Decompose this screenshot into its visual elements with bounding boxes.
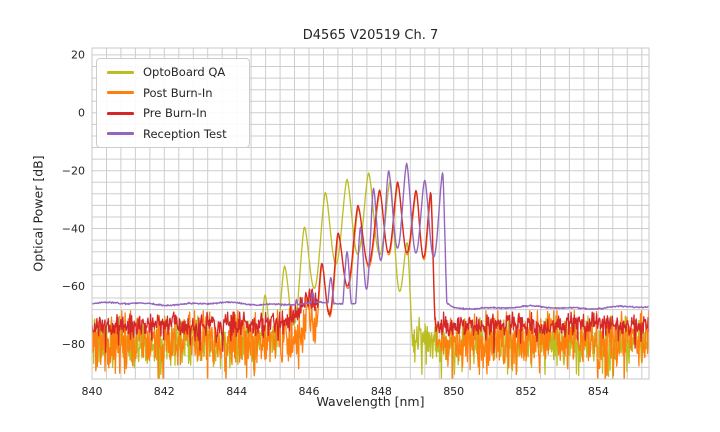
legend-line-pre-burn-in — [107, 111, 134, 115]
axes-border — [91, 47, 650, 380]
series-line-pre-burn-in — [92, 181, 649, 354]
curves — [92, 162, 649, 379]
y-tick-label: −80 — [62, 338, 85, 351]
x-axis-label: Wavelength [nm] — [316, 394, 425, 409]
x-tick-label: 850 — [443, 385, 464, 398]
x-tick-label: 844 — [226, 385, 247, 398]
y-tick-label: −20 — [62, 165, 85, 178]
legend: OptoBoard QA Post Burn-In Pre Burn-In Re… — [96, 58, 250, 148]
x-tick-label: 842 — [154, 385, 175, 398]
x-tick-label: 846 — [299, 385, 320, 398]
legend-item-optoboard-qa: OptoBoard QA — [103, 62, 243, 82]
legend-label-reception-test: Reception Test — [143, 126, 227, 141]
legend-item-pre-burn-in: Pre Burn-In — [103, 103, 243, 123]
x-tick-label: 840 — [82, 385, 103, 398]
legend-label-post-burn-in: Post Burn-In — [143, 85, 213, 100]
legend-item-post-burn-in: Post Burn-In — [103, 83, 243, 103]
legend-line-reception-test — [107, 132, 134, 136]
tick-labels: 840 842 844 846 848 850 852 854 20 0 −20 −40 −60 −80 — [62, 49, 609, 398]
legend-label-optoboard-qa: OptoBoard QA — [143, 65, 226, 80]
y-tick-label: 0 — [78, 107, 85, 120]
legend-label-pre-burn-in: Pre Burn-In — [143, 106, 207, 121]
legend-item-reception-test: Reception Test — [103, 124, 243, 144]
y-tick-label: 20 — [71, 49, 85, 62]
x-tick-label: 852 — [516, 385, 537, 398]
x-tick-label: 848 — [371, 385, 392, 398]
chart-title: D4565 V20519 Ch. 7 — [302, 28, 439, 43]
y-tick-label: −60 — [62, 280, 85, 293]
y-tick-label: −40 — [62, 222, 85, 235]
series-line-reception-test — [92, 162, 649, 311]
series-line-optoboard-qa — [92, 172, 649, 379]
series-line-post-burn-in — [92, 183, 649, 379]
legend-line-optoboard-qa — [107, 70, 134, 74]
legend-line-post-burn-in — [107, 91, 134, 95]
x-tick-label: 854 — [588, 385, 609, 398]
y-axis-label: Optical Power [dB] — [30, 155, 46, 272]
